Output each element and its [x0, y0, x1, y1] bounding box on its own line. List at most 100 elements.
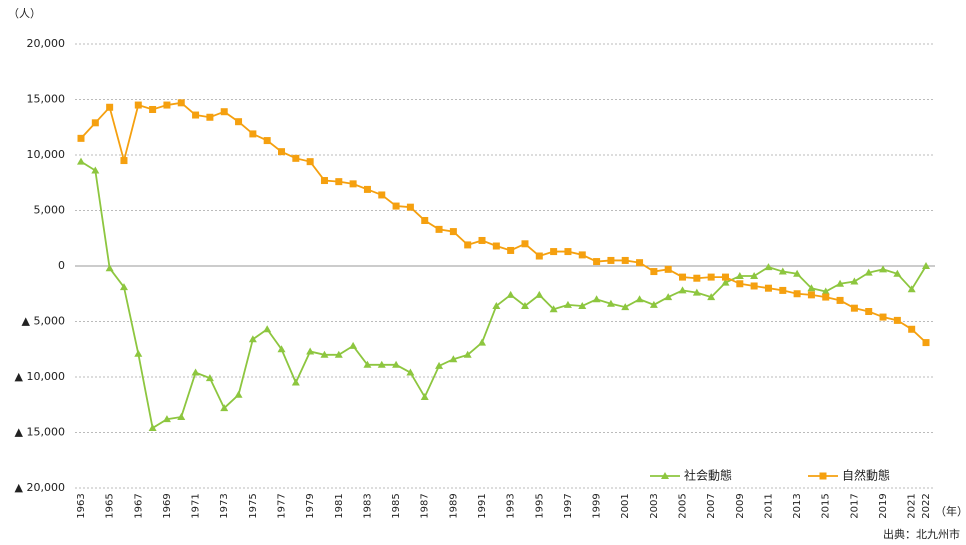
x-tick-label: 2011	[763, 493, 774, 518]
data-point	[621, 256, 629, 264]
y-tick-label: ▲ 5,000	[22, 315, 65, 328]
data-point	[392, 202, 400, 210]
x-tick-label: 2005	[678, 493, 689, 518]
data-point	[449, 355, 458, 363]
data-point	[864, 268, 873, 276]
data-point	[922, 262, 930, 269]
data-point	[162, 415, 171, 423]
data-point	[149, 105, 157, 113]
data-point	[306, 158, 314, 166]
data-point	[220, 404, 229, 412]
data-point	[420, 392, 429, 400]
data-point	[721, 273, 729, 281]
x-tick-label: 2001	[620, 493, 631, 518]
y-tick-label: 15,000	[27, 93, 66, 106]
data-point	[592, 295, 601, 303]
x-tick-label: 2009	[735, 493, 746, 518]
x-tick-label: 1969	[162, 493, 173, 518]
data-point	[636, 259, 644, 267]
data-point	[449, 228, 457, 236]
y-tick-label: ▲ 10,000	[15, 370, 65, 383]
data-point	[119, 283, 128, 291]
data-point	[764, 263, 773, 271]
data-point	[378, 191, 386, 199]
data-point	[120, 157, 128, 165]
legend-marker	[819, 472, 827, 480]
x-tick-label: 1997	[563, 493, 574, 518]
data-point	[191, 368, 200, 376]
data-point	[177, 99, 185, 107]
data-point	[492, 301, 501, 309]
data-point	[492, 242, 500, 250]
x-tick-label: 2017	[849, 493, 860, 518]
data-point	[606, 299, 615, 307]
data-point	[664, 293, 673, 301]
data-point	[793, 290, 801, 298]
data-point	[406, 368, 415, 376]
data-point	[478, 338, 487, 346]
data-point	[163, 101, 171, 109]
data-point	[278, 148, 286, 156]
data-point	[277, 345, 286, 353]
data-point	[793, 269, 802, 277]
data-point	[735, 271, 744, 279]
data-point	[678, 286, 687, 294]
y-tick-label: 10,000	[27, 148, 66, 161]
data-point	[821, 287, 830, 295]
data-point	[593, 258, 601, 266]
y-tick-label: ▲ 20,000	[15, 481, 65, 494]
data-point	[507, 246, 515, 254]
data-point	[320, 177, 328, 185]
data-point	[707, 293, 716, 301]
data-point	[865, 308, 873, 316]
data-point	[893, 269, 902, 277]
data-point	[291, 378, 300, 386]
data-point	[692, 288, 701, 296]
x-tick-label: 1985	[391, 493, 402, 518]
x-tick-label: 1967	[133, 493, 144, 518]
data-point	[506, 290, 515, 298]
data-point	[521, 240, 529, 248]
data-point	[478, 236, 486, 244]
data-point	[406, 203, 414, 211]
data-point	[736, 280, 744, 288]
legend-marker	[661, 472, 669, 479]
data-point	[235, 118, 243, 126]
data-point	[721, 278, 730, 286]
data-point	[320, 350, 329, 358]
data-point	[908, 325, 916, 333]
data-point	[750, 282, 758, 290]
data-point	[421, 216, 429, 224]
legend-label: 自然動態	[842, 468, 890, 483]
data-point	[635, 295, 644, 303]
x-unit-label: （年）	[935, 504, 966, 518]
data-point	[649, 300, 658, 308]
data-point	[578, 301, 587, 309]
data-point	[134, 101, 142, 109]
x-tick-label: 2022	[921, 493, 932, 518]
data-point	[206, 113, 214, 121]
data-point	[922, 339, 930, 347]
data-point	[550, 248, 558, 256]
data-point	[106, 103, 114, 111]
data-point	[535, 290, 544, 298]
data-point	[134, 349, 143, 357]
data-point	[306, 347, 315, 355]
data-point	[435, 225, 443, 233]
y-tick-label: ▲ 15,000	[15, 426, 65, 439]
data-point	[679, 273, 687, 281]
x-tick-label: 1963	[76, 493, 87, 518]
data-point	[650, 268, 658, 276]
x-tick-label: 1993	[506, 493, 517, 518]
y-unit-label: （人）	[8, 7, 41, 20]
x-tick-label: 1991	[477, 493, 488, 518]
x-tick-label: 1983	[362, 493, 373, 518]
data-point	[578, 251, 586, 259]
y-tick-label: 5,000	[34, 204, 66, 217]
data-point	[621, 303, 630, 311]
data-point	[664, 265, 672, 273]
series-line	[80, 101, 927, 344]
data-point	[807, 291, 815, 299]
x-tick-label: 1975	[248, 493, 259, 518]
